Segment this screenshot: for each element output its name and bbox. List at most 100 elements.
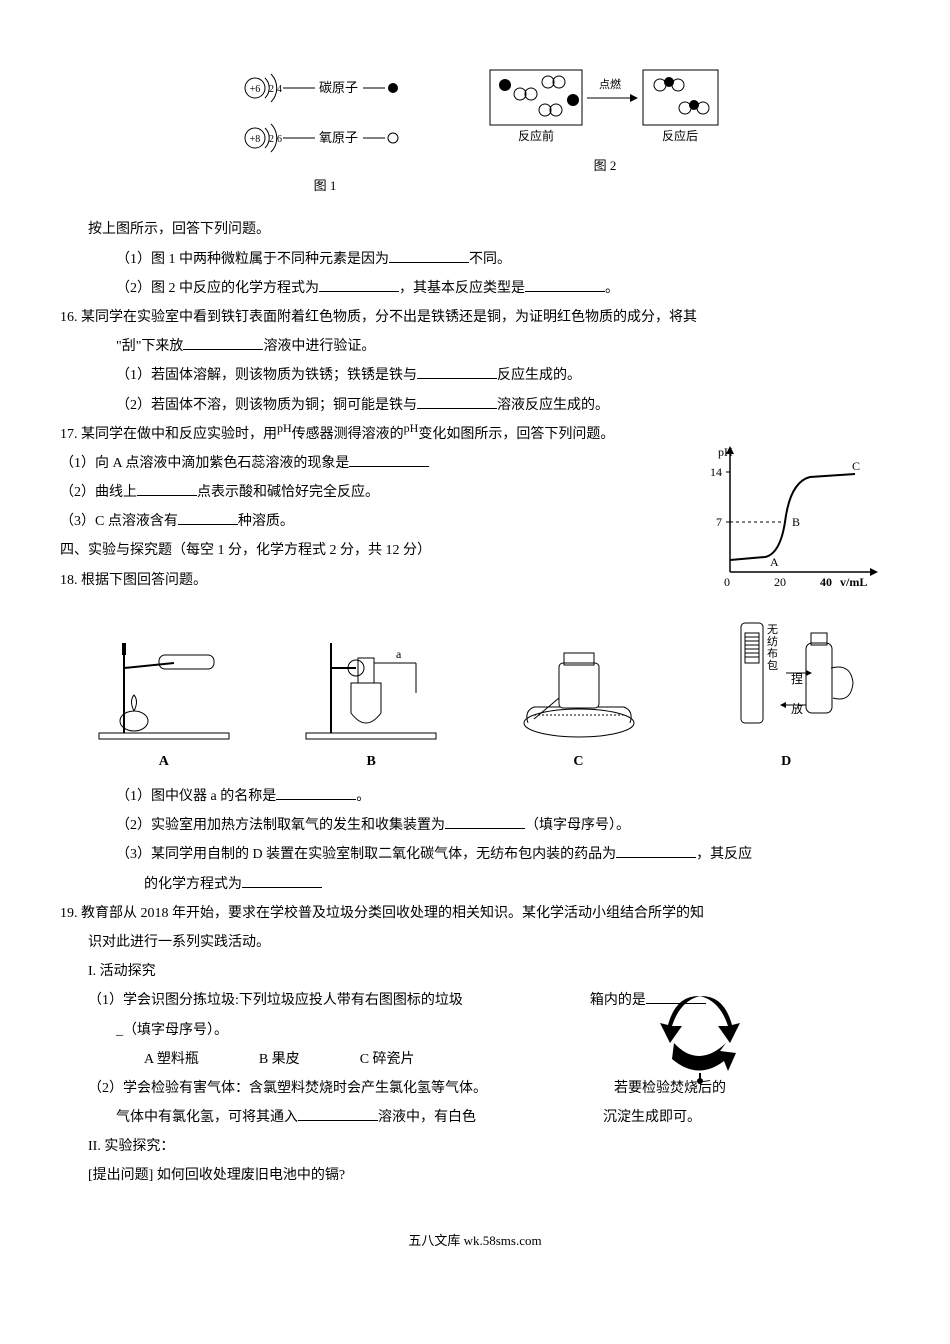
ph2: pH	[404, 421, 419, 435]
arrow-label: 点燃	[599, 77, 621, 91]
y14: 14	[710, 465, 722, 479]
q17-3a: （3）C 点溶液含有	[60, 514, 178, 529]
d-lab3: 放	[791, 701, 803, 716]
q19-2c: 气体中有氯化氢，可将其通入	[116, 1110, 298, 1125]
c-shell2: 4	[277, 84, 282, 95]
apparatus-d: 无纺布包 捏 放	[711, 613, 861, 743]
q19-2-line2: 气体中有氯化氢，可将其通入 溶液中，有白色 沉淀生成即可。	[60, 1105, 890, 1130]
q18-3c-text: 的化学方程式为	[144, 877, 242, 892]
q15-1: （1）图 1 中两种微粒属于不同种元素是因为 不同。	[60, 247, 890, 272]
carbon-nucleus: +6	[250, 84, 261, 95]
apparatus-row: a 无纺布包 捏 放	[60, 613, 890, 743]
o-shell1: 2	[269, 134, 274, 145]
blank	[349, 452, 429, 467]
fig1-caption: 图 1	[314, 174, 337, 197]
figure-2: 反应前 点燃 反应后 图 2	[485, 60, 725, 197]
q17-mid: 传感器测得溶液的	[292, 427, 404, 442]
ptA: A	[770, 555, 779, 569]
q18-1-text: （1）图中仪器 a 的名称是	[116, 789, 276, 804]
q16-1: （1）若固体溶解，则该物质为铁锈；铁锈是铁与反应生成的。	[60, 363, 890, 388]
a-label: a	[396, 647, 402, 661]
o-shell2: 6	[277, 134, 282, 145]
q16-2: （2）若固体不溶，则该物质为铜；铜可能是铁与 溶液反应生成的。	[60, 393, 890, 418]
q18-1-end: 。	[356, 789, 370, 804]
origin: 0	[724, 575, 730, 589]
after-label: 反应后	[662, 128, 698, 143]
blank	[137, 481, 197, 496]
labC: C	[573, 749, 583, 774]
y7: 7	[716, 515, 722, 529]
ptB: B	[792, 515, 800, 529]
ylabel: pH	[718, 445, 733, 459]
intro-text: 按上图所示，回答下列问题。	[60, 217, 890, 242]
q19-2d: 溶液中，有白色	[378, 1110, 476, 1125]
d-lab1: 无纺布包	[767, 624, 778, 672]
blank	[417, 394, 497, 409]
q19-II: II. 实验探究：	[60, 1134, 890, 1159]
q16-1-text: （1）若固体溶解，则该物质为铁锈；铁锈是铁与	[116, 368, 417, 383]
q19-1a: （1）学会识图分拣垃圾:下列垃圾应投人带有右图图标的垃圾	[88, 993, 463, 1008]
apparatus-a	[89, 623, 239, 743]
q19-2-line1: （2）学会检验有害气体：含氯塑料焚烧时会产生氯化氢等气体。 若要检验焚烧后的	[60, 1076, 890, 1101]
blank	[445, 814, 525, 829]
q18-1: （1）图中仪器 a 的名称是 。	[60, 784, 890, 809]
q15-2-text: （2）图 2 中反应的化学方程式为	[116, 281, 319, 296]
oxygen-nucleus: +8	[250, 134, 261, 145]
q15-2: （2）图 2 中反应的化学方程式为，其基本反应类型是。	[60, 276, 890, 301]
ptC: C	[852, 459, 860, 473]
q15-1-end: 不同。	[469, 252, 511, 267]
q17-a: 17. 某同学在做中和反应实验时，用	[60, 427, 277, 442]
q17-3b: 种溶质。	[238, 514, 294, 529]
carbon-label: 碳原子	[319, 80, 358, 95]
q18-3b: ，其反应	[696, 847, 752, 862]
reaction-diagram: 反应前 点燃 反应后	[485, 60, 725, 150]
blank	[319, 277, 399, 292]
apparatus-c	[504, 623, 654, 743]
q19: 19. 教育部从 2018 年开始，要求在学校普及垃圾分类回收处理的相关知识。某…	[60, 901, 890, 926]
optC: C 碎瓷片	[360, 1047, 415, 1072]
ph1: pH	[277, 421, 292, 435]
q18-3c: 的化学方程式为	[60, 872, 890, 897]
q17-block: 17. 某同学在做中和反应实验时，用pH 传感器测得溶液的pH 变化如图所示，回…	[60, 422, 890, 593]
q18-3: （3）某同学用自制的 D 装置在实验室制取二氧化碳气体，无纺布包内装的药品为 ，其…	[60, 842, 890, 867]
blank	[389, 248, 469, 263]
q19-line2: 识对此进行一系列实践活动。	[60, 930, 890, 955]
q17-1-text: （1）向 A 点溶液中滴加紫色石蕊溶液的现象是	[60, 456, 349, 471]
atom-diagram: +6 2 4 碳原子 +8 2 6 氧原子	[225, 60, 425, 170]
q16-2-end: 溶液反应生成的。	[497, 398, 609, 413]
q19-options: A 塑料瓶 B 果皮 C 碎瓷片	[60, 1047, 890, 1072]
figure-1: +6 2 4 碳原子 +8 2 6 氧原子 图 1	[225, 60, 425, 197]
blank	[298, 1106, 378, 1121]
q17-2a: （2）曲线上	[60, 485, 137, 500]
q19-2a: （2）学会检验有害气体：含氯塑料焚烧时会产生氯化氢等气体。	[88, 1081, 487, 1096]
q19-1b: 箱内的是	[590, 993, 646, 1008]
before-label: 反应前	[518, 128, 554, 143]
ph-graph: pH 14 7 0 20 40 v/mL A B C	[700, 442, 880, 592]
blank	[276, 785, 356, 800]
q16-l2b: 溶液中进行验证。	[263, 339, 375, 354]
labA: A	[159, 749, 169, 774]
q16-2-text: （2）若固体不溶，则该物质为铜；铜可能是铁与	[116, 398, 417, 413]
labD: D	[781, 749, 791, 774]
apparatus-b: a	[296, 623, 446, 743]
q19-2e: 沉淀生成即可。	[603, 1110, 701, 1125]
q19-q: [提出问题] 如何回收处理废旧电池中的镉?	[60, 1163, 890, 1188]
blank	[178, 510, 238, 525]
blank	[417, 364, 497, 379]
optA: A 塑料瓶	[144, 1047, 199, 1072]
blank	[616, 843, 696, 858]
q19-1: （1）学会识图分拣垃圾:下列垃圾应投人带有右图图标的垃圾 箱内的是	[60, 988, 890, 1013]
q18-3a: （3）某同学用自制的 D 装置在实验室制取二氧化碳气体，无纺布包内装的药品为	[116, 847, 616, 862]
q18-2: （2）实验室用加热方法制取氧气的发生和收集装置为 （填字母序号）。	[60, 813, 890, 838]
blank	[525, 277, 605, 292]
c-shell1: 2	[269, 84, 274, 95]
q16-l2a: "刮"下来放	[116, 339, 183, 354]
q19-I: I. 活动探究	[60, 959, 890, 984]
footer: 五八文库 wk.58sms.com	[60, 1229, 890, 1252]
q15-2-end: 。	[605, 281, 619, 296]
q18-2-text: （2）实验室用加热方法制取氧气的发生和收集装置为	[116, 818, 445, 833]
x20: 20	[774, 575, 786, 589]
q15-1-text: （1）图 1 中两种微粒属于不同种元素是因为	[116, 252, 389, 267]
q18-2-end: （填字母序号）。	[525, 818, 630, 833]
optB: B 果皮	[259, 1047, 300, 1072]
